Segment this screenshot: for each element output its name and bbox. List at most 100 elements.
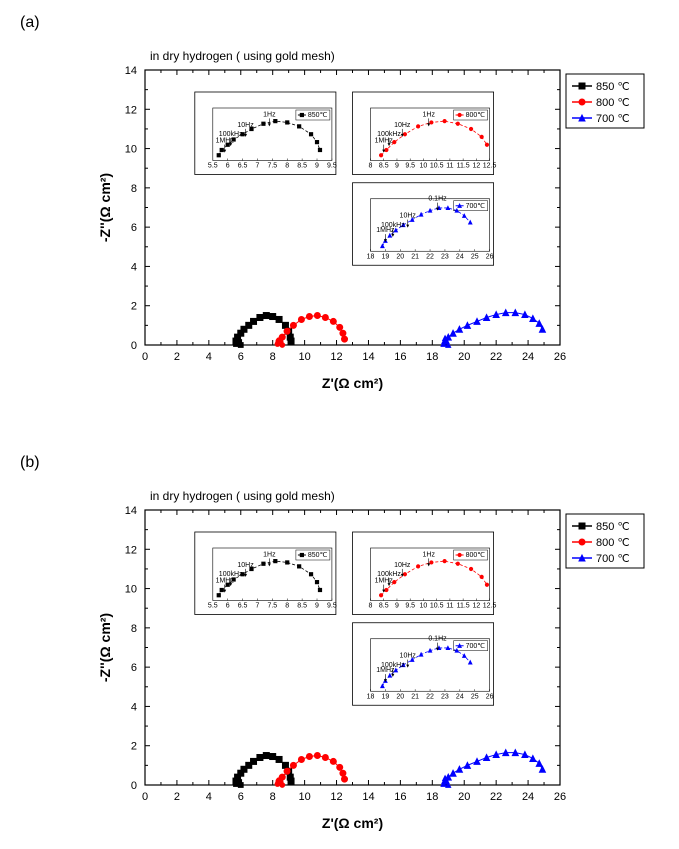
svg-text:7: 7 [256, 163, 260, 170]
svg-text:6.5: 6.5 [238, 163, 248, 170]
svg-text:100kHz: 100kHz [381, 222, 405, 229]
chart-svg-a: in dry hydrogen ( using gold mesh)024681… [90, 40, 650, 400]
svg-text:700℃: 700℃ [466, 643, 486, 650]
svg-text:-Z''(Ω cm²): -Z''(Ω cm²) [97, 613, 113, 682]
svg-text:11.5: 11.5 [457, 603, 470, 610]
svg-text:8: 8 [369, 163, 373, 170]
svg-text:7.5: 7.5 [267, 163, 277, 170]
svg-text:800℃: 800℃ [466, 552, 486, 559]
svg-text:22: 22 [490, 791, 502, 803]
svg-text:0: 0 [142, 351, 148, 363]
svg-text:4: 4 [131, 701, 137, 713]
svg-text:12.5: 12.5 [483, 163, 497, 170]
svg-text:18: 18 [367, 253, 375, 260]
svg-text:1MHz: 1MHz [375, 578, 394, 585]
svg-text:700 ℃: 700 ℃ [596, 113, 630, 125]
svg-text:18: 18 [426, 351, 438, 363]
svg-text:20: 20 [396, 693, 404, 700]
svg-text:9: 9 [315, 603, 319, 610]
svg-text:10.5: 10.5 [430, 603, 444, 610]
svg-text:700 ℃: 700 ℃ [596, 553, 630, 565]
svg-text:0.1Hz: 0.1Hz [428, 636, 447, 643]
svg-text:23: 23 [441, 693, 449, 700]
svg-text:Z'(Ω cm²): Z'(Ω cm²) [322, 375, 383, 391]
svg-text:7.5: 7.5 [267, 603, 277, 610]
svg-text:10: 10 [125, 144, 137, 156]
svg-text:9.5: 9.5 [405, 603, 415, 610]
svg-text:26: 26 [486, 253, 494, 260]
svg-text:10Hz: 10Hz [400, 213, 417, 220]
svg-text:12.5: 12.5 [483, 603, 497, 610]
chart-svg-b: in dry hydrogen ( using gold mesh) 0 2 4 6 8 1… [90, 480, 650, 840]
svg-text:0: 0 [131, 340, 137, 352]
svg-text:1Hz: 1Hz [423, 551, 436, 558]
svg-text:100kHz: 100kHz [377, 571, 401, 578]
svg-text:10Hz: 10Hz [394, 122, 411, 129]
svg-text:0: 0 [131, 780, 137, 792]
svg-text:8: 8 [131, 623, 137, 635]
svg-text:14: 14 [125, 65, 137, 77]
svg-text:20: 20 [458, 351, 470, 363]
svg-text:850 ℃: 850 ℃ [596, 521, 630, 533]
svg-text:8: 8 [369, 603, 373, 610]
svg-text:8: 8 [270, 351, 276, 363]
svg-text:22: 22 [490, 351, 502, 363]
svg-text:6: 6 [226, 163, 230, 170]
svg-text:4: 4 [206, 351, 212, 363]
svg-text:10Hz: 10Hz [237, 122, 254, 129]
svg-text:1Hz: 1Hz [423, 111, 436, 118]
svg-text:100kHz: 100kHz [381, 662, 405, 669]
svg-text:20: 20 [458, 791, 470, 803]
svg-text:21: 21 [411, 693, 419, 700]
svg-text:10.5: 10.5 [430, 163, 444, 170]
svg-text:26: 26 [554, 791, 566, 803]
svg-text:800 ℃: 800 ℃ [596, 537, 630, 549]
svg-text:12: 12 [330, 351, 342, 363]
svg-text:800℃: 800℃ [466, 112, 486, 119]
svg-text:8.5: 8.5 [297, 603, 307, 610]
svg-text:2: 2 [131, 741, 137, 753]
svg-text:0: 0 [142, 791, 148, 803]
svg-text:5.5: 5.5 [208, 603, 218, 610]
svg-text:11: 11 [446, 603, 453, 610]
svg-text:in dry hydrogen ( using gold m: in dry hydrogen ( using gold mesh) [150, 489, 335, 503]
svg-text:8: 8 [285, 163, 289, 170]
svg-text:100kHz: 100kHz [219, 131, 243, 138]
svg-text:-Z''(Ω cm²): -Z''(Ω cm²) [97, 173, 113, 242]
svg-text:9: 9 [395, 603, 399, 610]
svg-text:1MHz: 1MHz [375, 138, 394, 145]
chart-b: in dry hydrogen ( using gold mesh) 0 2 4 6 8 1… [90, 480, 650, 840]
svg-text:6: 6 [226, 603, 230, 610]
svg-text:6: 6 [238, 351, 244, 363]
svg-text:16: 16 [394, 351, 406, 363]
svg-text:in dry hydrogen ( using gold m: in dry hydrogen ( using gold mesh) [150, 49, 335, 63]
svg-text:9.5: 9.5 [327, 163, 337, 170]
svg-text:22: 22 [426, 693, 434, 700]
svg-text:26: 26 [554, 351, 566, 363]
svg-text:12: 12 [125, 544, 137, 556]
svg-text:12: 12 [330, 791, 342, 803]
svg-text:21: 21 [411, 253, 419, 260]
svg-text:18: 18 [367, 693, 375, 700]
svg-text:10Hz: 10Hz [237, 562, 254, 569]
svg-text:1Hz: 1Hz [263, 111, 276, 118]
svg-text:5.5: 5.5 [208, 163, 218, 170]
svg-text:8: 8 [285, 603, 289, 610]
svg-text:26: 26 [486, 693, 494, 700]
svg-text:6.5: 6.5 [238, 603, 248, 610]
panel-label-a: (a) [20, 14, 40, 32]
svg-text:10: 10 [125, 584, 137, 596]
svg-text:100kHz: 100kHz [377, 131, 401, 138]
svg-text:8.5: 8.5 [379, 163, 389, 170]
svg-text:7: 7 [256, 603, 260, 610]
svg-text:19: 19 [381, 693, 389, 700]
svg-text:10: 10 [298, 791, 310, 803]
svg-text:10: 10 [420, 603, 428, 610]
svg-text:23: 23 [441, 253, 449, 260]
svg-text:18: 18 [426, 791, 438, 803]
svg-text:10: 10 [298, 351, 310, 363]
svg-text:Z'(Ω cm²): Z'(Ω cm²) [322, 815, 383, 831]
svg-text:6: 6 [131, 662, 137, 674]
svg-text:14: 14 [362, 351, 374, 363]
svg-text:12: 12 [125, 104, 137, 116]
